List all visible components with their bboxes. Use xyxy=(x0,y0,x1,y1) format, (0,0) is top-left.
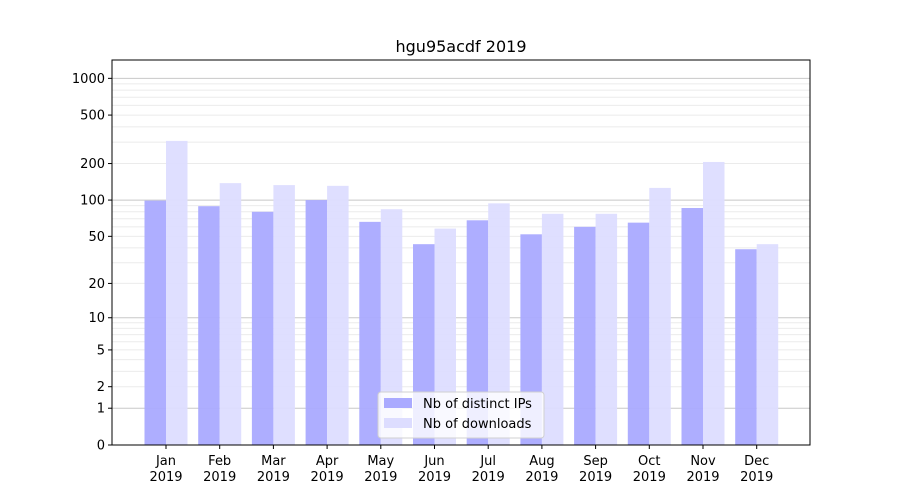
legend-swatch xyxy=(384,398,412,408)
bar-ips xyxy=(627,222,650,445)
bar-downloads xyxy=(380,209,403,445)
bar-downloads xyxy=(166,140,188,445)
legend-box xyxy=(377,391,545,439)
x-tick-label: Oct 2019 xyxy=(633,454,666,485)
bar-ips xyxy=(466,220,489,445)
bar-downloads xyxy=(595,213,618,445)
y-tick-label: 2 xyxy=(97,380,105,395)
x-tick-label: Mar 2019 xyxy=(257,454,290,485)
bar-downloads xyxy=(273,185,295,445)
y-tick-label: 200 xyxy=(80,157,105,172)
bar-downloads xyxy=(649,187,671,445)
bar-downloads xyxy=(756,244,779,445)
bar-ips xyxy=(305,200,328,445)
x-axis: Jan 2019 Feb 2019 Mar 2019 Apr 2019 May 2019 Jun 20… xyxy=(149,445,773,485)
y-axis: 0 1 2 5 10 20 50 100 200 500 1000 xyxy=(72,72,112,454)
x-tick-label: Jun 2019 xyxy=(418,454,451,485)
bar-downloads xyxy=(327,185,349,446)
bar-downloads xyxy=(703,161,725,446)
bar-ips xyxy=(359,221,381,445)
bars xyxy=(144,140,779,446)
y-tick-label: 10 xyxy=(88,311,105,326)
y-tick-label: 1 xyxy=(97,402,105,417)
y-tick-label: 500 xyxy=(80,109,105,124)
bar-ips xyxy=(574,226,596,445)
bar-ips xyxy=(198,206,220,445)
bar-ips xyxy=(735,249,757,445)
y-tick-label: 1000 xyxy=(72,72,105,87)
bar-ips xyxy=(681,207,703,445)
y-tick-label: 20 xyxy=(88,277,105,292)
legend: Nb of distinct IPs Nb of downloads xyxy=(377,391,545,439)
x-tick-label: Jul 2019 xyxy=(472,454,505,485)
y-tick-label: 0 xyxy=(97,439,105,454)
x-tick-label: Nov 2019 xyxy=(686,454,719,485)
bar-ips xyxy=(144,200,166,445)
bar-downloads xyxy=(488,203,510,445)
y-tick-label: 50 xyxy=(88,230,105,245)
x-tick-label: Apr 2019 xyxy=(311,454,344,485)
y-tick-label: 5 xyxy=(97,343,105,358)
y-tick-label: 100 xyxy=(80,194,105,209)
bar-downloads xyxy=(541,213,564,445)
chart-title: hgu95acdf 2019 xyxy=(396,37,527,56)
x-tick-label: Aug 2019 xyxy=(525,454,558,485)
x-tick-label: Dec 2019 xyxy=(740,454,773,485)
legend-label: Nb of downloads xyxy=(423,417,532,432)
x-tick-label: Sep 2019 xyxy=(579,454,612,485)
bar-ips xyxy=(251,211,274,445)
bar-downloads xyxy=(219,183,242,445)
x-tick-label: May 2019 xyxy=(364,454,397,485)
legend-label: Nb of distinct IPs xyxy=(423,397,532,412)
x-tick-label: Jan 2019 xyxy=(149,454,182,485)
plot-frame xyxy=(111,59,811,446)
bar-downloads xyxy=(434,228,456,445)
legend-swatch xyxy=(384,418,412,428)
x-tick-label: Feb 2019 xyxy=(203,454,236,485)
